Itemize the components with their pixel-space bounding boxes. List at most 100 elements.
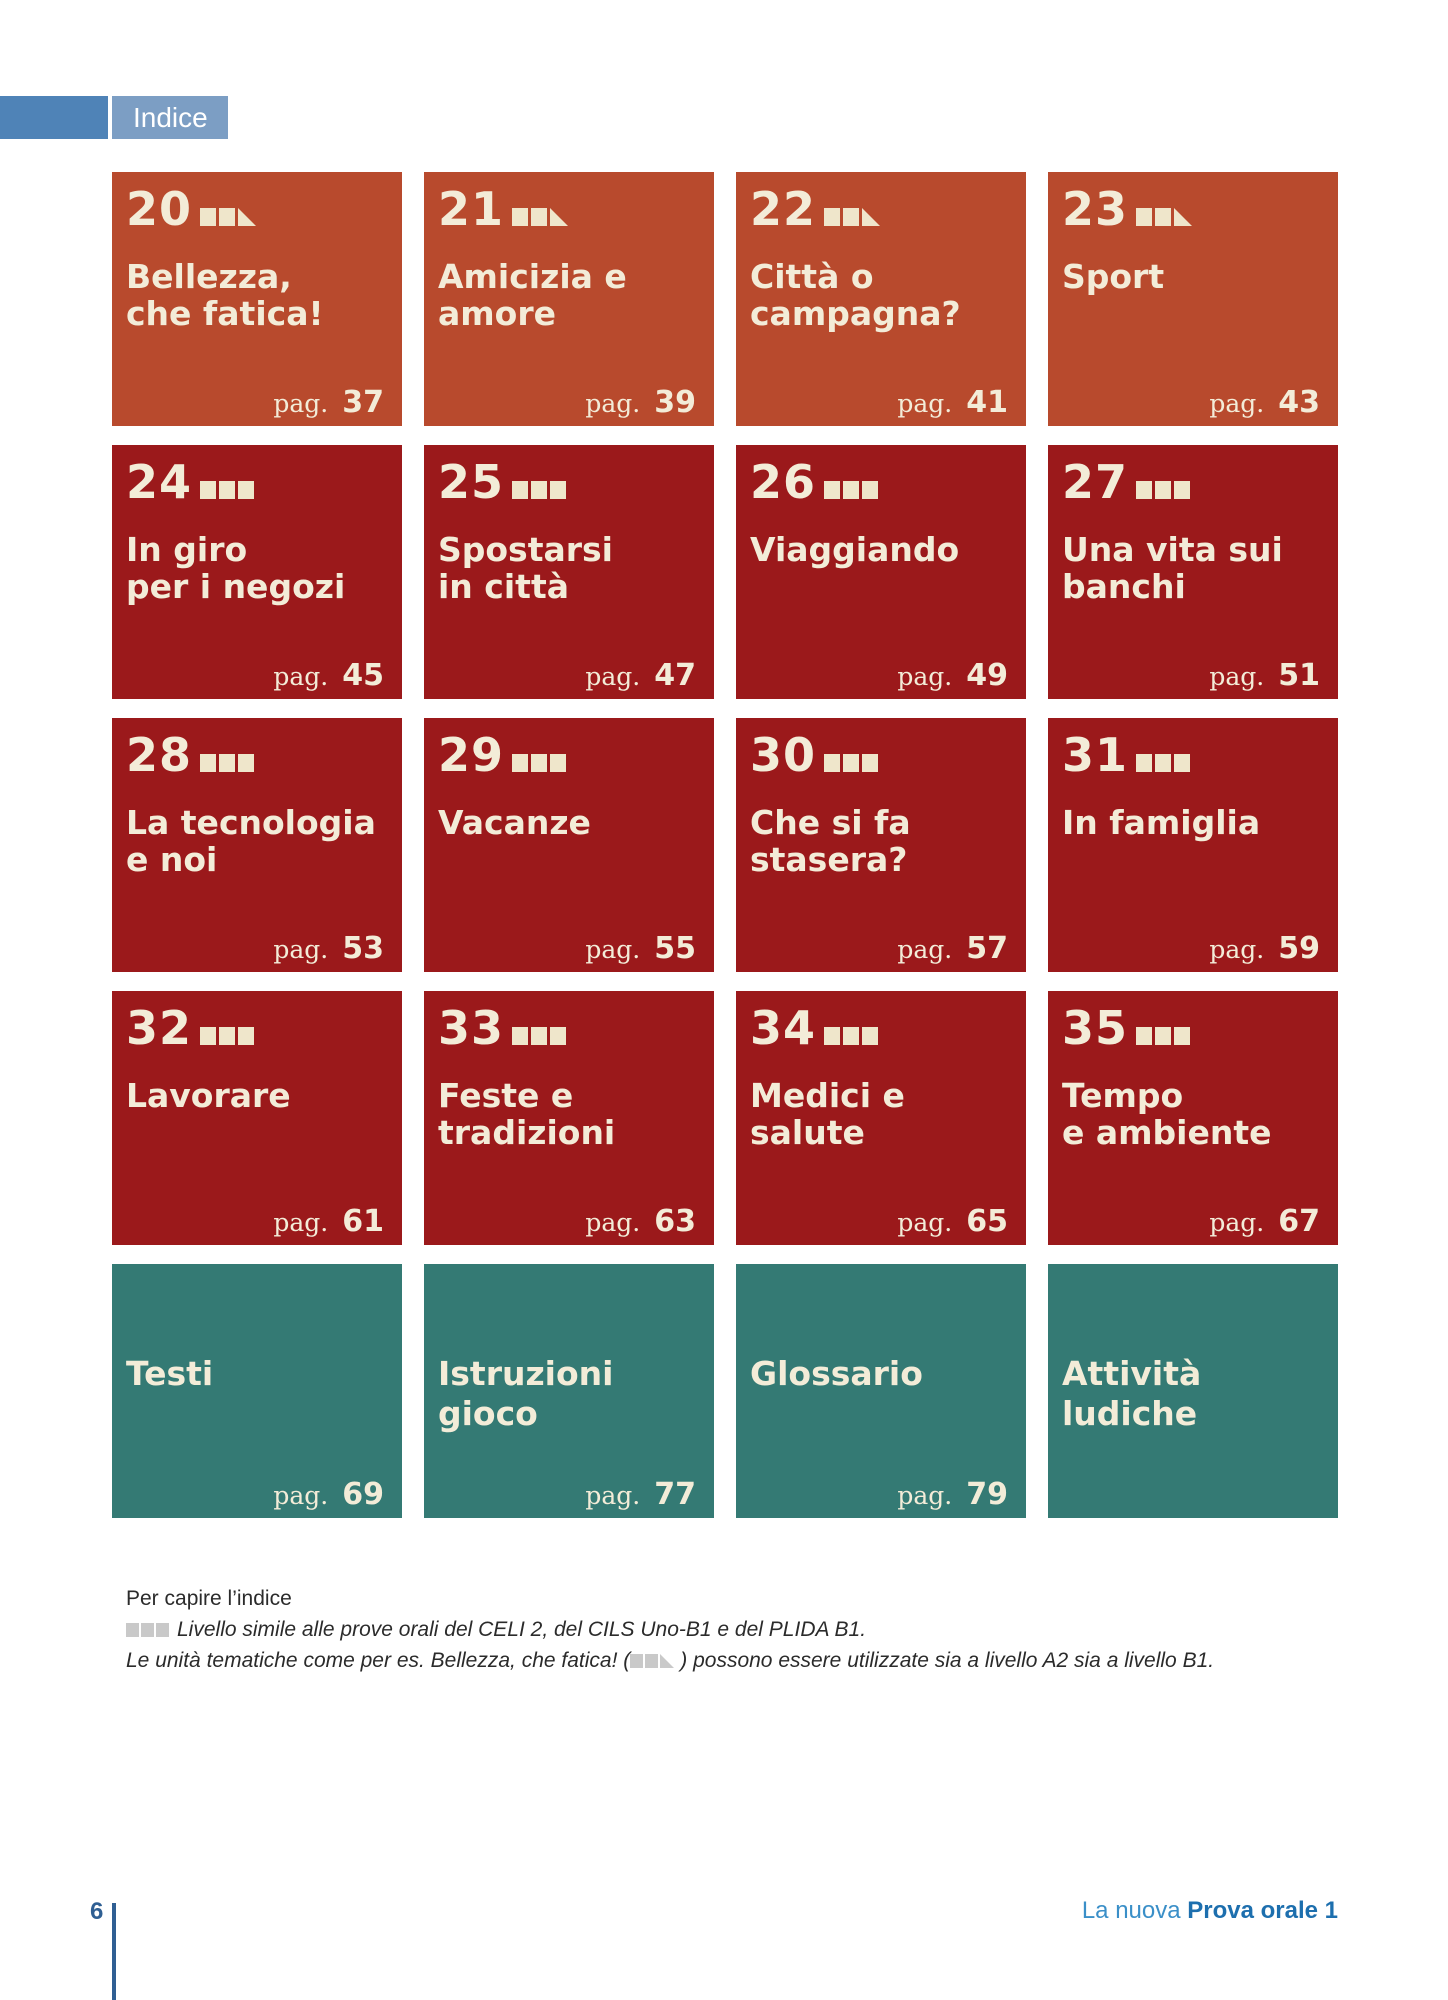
pag-label: pag. <box>273 1481 329 1510</box>
tile-unit-32[interactable]: 32 Lavorare pag. 61 <box>112 991 402 1245</box>
page-reference: pag. 51 <box>1209 658 1320 693</box>
tile-title: Città o campagna? <box>750 257 961 333</box>
page-number-value: 59 <box>1278 931 1320 966</box>
unit-header: 27 <box>1062 455 1193 509</box>
unit-header: 34 <box>750 1001 881 1055</box>
tile-unit-33[interactable]: 33 Feste e tradizioni pag. 63 <box>424 991 714 1245</box>
tile-unit-27[interactable]: 27 Una vita sui banchi pag. 51 <box>1048 445 1338 699</box>
page-number-value: 51 <box>1278 658 1320 693</box>
tile-title: Feste e tradizioni <box>438 1076 616 1152</box>
page-number-value: 69 <box>342 1477 384 1512</box>
tile-title: Bellezza, che fatica! <box>126 257 324 333</box>
unit-number: 33 <box>438 1001 505 1055</box>
page-reference: pag. 69 <box>273 1477 384 1512</box>
tile-title: Lavorare <box>126 1076 291 1115</box>
legend-line-b1: Livello simile alle prove orali del CELI… <box>126 1614 1346 1645</box>
tile-title: Che si fa stasera? <box>750 803 911 879</box>
tile-title: Glossario <box>750 1354 923 1393</box>
legend-line-a2b1-after: ) possono essere utilizzate sia a livell… <box>680 1649 1215 1672</box>
level-b1-icon <box>200 754 257 772</box>
tile-section-4[interactable]: Attività ludiche <box>1048 1264 1338 1518</box>
level-b1-icon <box>512 754 569 772</box>
page-number-value: 61 <box>342 1204 384 1239</box>
section-title: Indice <box>112 96 228 139</box>
page-reference: pag. 49 <box>897 658 1008 693</box>
level-b1-icon <box>126 1623 171 1637</box>
unit-number: 25 <box>438 455 505 509</box>
unit-header: 35 <box>1062 1001 1193 1055</box>
pag-label: pag. <box>273 662 329 691</box>
unit-header: 25 <box>438 455 569 509</box>
unit-number: 30 <box>750 728 817 782</box>
page-reference: pag. 57 <box>897 931 1008 966</box>
footer-brand-light: La nuova <box>1081 1897 1188 1924</box>
page-number-value: 49 <box>966 658 1008 693</box>
page-reference: pag. 41 <box>897 385 1008 420</box>
page-reference: pag. 79 <box>897 1477 1008 1512</box>
legend-heading: Per capire l’indice <box>126 1587 292 1610</box>
page-number-value: 45 <box>342 658 384 693</box>
pag-label: pag. <box>585 1481 641 1510</box>
tile-unit-35[interactable]: 35 Tempo e ambiente pag. 67 <box>1048 991 1338 1245</box>
page-number-value: 67 <box>1278 1204 1320 1239</box>
unit-number: 22 <box>750 182 817 236</box>
pag-label: pag. <box>1209 662 1265 691</box>
level-a2b1-icon <box>512 208 569 226</box>
pag-label: pag. <box>273 389 329 418</box>
tile-unit-23[interactable]: 23 Sport pag. 43 <box>1048 172 1338 426</box>
level-b1-icon <box>200 1027 257 1045</box>
level-b1-icon <box>512 481 569 499</box>
legend: Per capire l’indice Livello simile alle … <box>126 1583 1346 1676</box>
pag-label: pag. <box>897 1208 953 1237</box>
tile-title: Una vita sui banchi <box>1062 530 1283 606</box>
unit-number: 29 <box>438 728 505 782</box>
unit-number: 20 <box>126 182 193 236</box>
unit-header: 22 <box>750 182 881 236</box>
pag-label: pag. <box>897 1481 953 1510</box>
unit-header: 23 <box>1062 182 1193 236</box>
page-number-value: 43 <box>1278 385 1320 420</box>
pag-label: pag. <box>1209 935 1265 964</box>
tile-section-1[interactable]: Testi pag. 69 <box>112 1264 402 1518</box>
page-number-value: 63 <box>654 1204 696 1239</box>
tile-title: In famiglia <box>1062 803 1261 842</box>
unit-number: 34 <box>750 1001 817 1055</box>
level-a2b1-icon <box>824 208 881 226</box>
page-reference: pag. 77 <box>585 1477 696 1512</box>
level-b1-icon <box>1136 481 1193 499</box>
pag-label: pag. <box>897 935 953 964</box>
tile-section-3[interactable]: Glossario pag. 79 <box>736 1264 1026 1518</box>
page-reference: pag. 39 <box>585 385 696 420</box>
tile-title: Amicizia e amore <box>438 257 627 333</box>
tile-unit-29[interactable]: 29 Vacanze pag. 55 <box>424 718 714 972</box>
tile-unit-21[interactable]: 21 Amicizia e amore pag. 39 <box>424 172 714 426</box>
tile-unit-30[interactable]: 30 Che si fa stasera? pag. 57 <box>736 718 1026 972</box>
pag-label: pag. <box>273 1208 329 1237</box>
page-number-value: 57 <box>966 931 1008 966</box>
tile-unit-31[interactable]: 31 In famiglia pag. 59 <box>1048 718 1338 972</box>
unit-header: 26 <box>750 455 881 509</box>
pag-label: pag. <box>897 662 953 691</box>
tile-unit-20[interactable]: 20 Bellezza, che fatica! pag. 37 <box>112 172 402 426</box>
tile-unit-28[interactable]: 28 La tecnologia e noi pag. 53 <box>112 718 402 972</box>
pag-label: pag. <box>1209 389 1265 418</box>
tile-section-2[interactable]: Istruzioni gioco pag. 77 <box>424 1264 714 1518</box>
unit-header: 32 <box>126 1001 257 1055</box>
page-reference: pag. 43 <box>1209 385 1320 420</box>
tile-unit-26[interactable]: 26 Viaggiando pag. 49 <box>736 445 1026 699</box>
tile-unit-24[interactable]: 24 In giro per i negozi pag. 45 <box>112 445 402 699</box>
tile-unit-25[interactable]: 25 Spostarsi in città pag. 47 <box>424 445 714 699</box>
pag-label: pag. <box>273 935 329 964</box>
footer-brand-strong: Prova orale 1 <box>1187 1897 1338 1924</box>
level-b1-icon <box>1136 754 1193 772</box>
tile-unit-34[interactable]: 34 Medici e salute pag. 65 <box>736 991 1026 1245</box>
page-reference: pag. 61 <box>273 1204 384 1239</box>
unit-header: 30 <box>750 728 881 782</box>
tile-title: Medici e salute <box>750 1076 905 1152</box>
tile-unit-22[interactable]: 22 Città o campagna? pag. 41 <box>736 172 1026 426</box>
page-reference: pag. 63 <box>585 1204 696 1239</box>
page-number-value: 41 <box>966 385 1008 420</box>
unit-header: 29 <box>438 728 569 782</box>
page-number-value: 77 <box>654 1477 696 1512</box>
unit-header: 31 <box>1062 728 1193 782</box>
